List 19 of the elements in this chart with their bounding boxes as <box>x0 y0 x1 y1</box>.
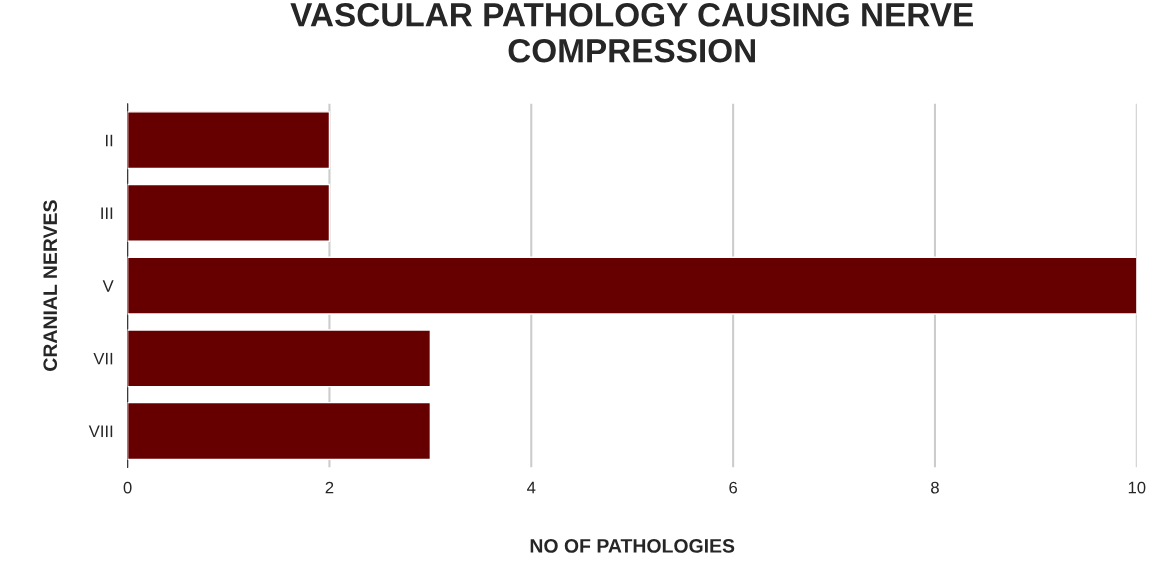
y-tick-label: VII <box>93 352 113 365</box>
x-tick-label: 10 <box>1128 481 1146 494</box>
x-tick-label: 8 <box>931 481 939 494</box>
bar <box>127 401 432 461</box>
y-tick-label: II <box>105 134 113 147</box>
x-tick-label: 0 <box>123 481 132 494</box>
x-axis-title: NO OF PATHOLOGIES <box>530 538 735 553</box>
y-tick-label: III <box>101 207 113 219</box>
bar <box>127 183 331 242</box>
bar <box>127 111 331 170</box>
x-tick-label: 6 <box>729 481 738 494</box>
x-tick-label: 2 <box>325 481 334 494</box>
y-axis-title: CRANIAL NERVES <box>43 200 58 371</box>
y-tick-label: V <box>102 280 114 292</box>
bar <box>127 329 432 388</box>
bar <box>127 256 1137 315</box>
chart-title: VASCULAR PATHOLOGY CAUSING NERVE COMPRESSION <box>290 3 973 63</box>
x-tick-label: 4 <box>527 481 536 494</box>
y-tick-label: VIII <box>88 425 113 438</box>
